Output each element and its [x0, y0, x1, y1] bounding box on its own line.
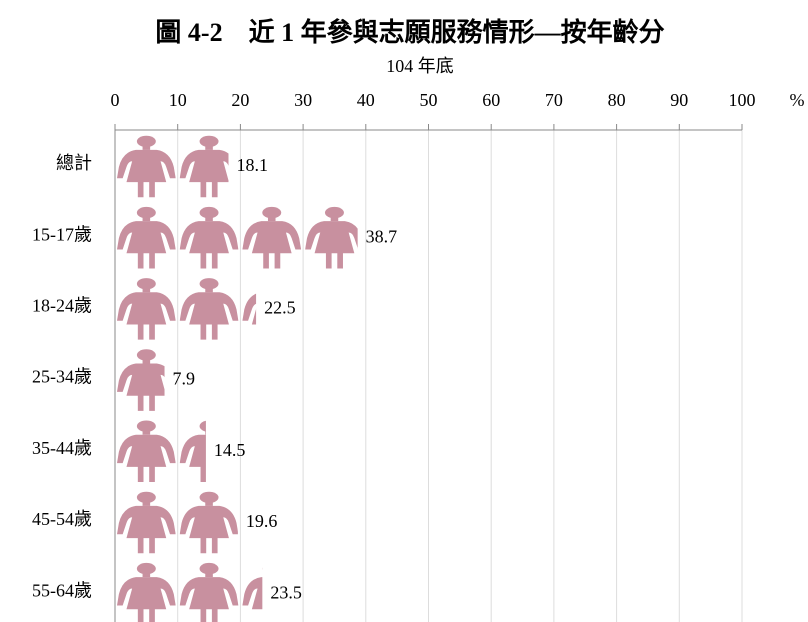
person-icon	[117, 206, 176, 269]
x-tick-label: 30	[294, 90, 312, 110]
x-tick-label: 100	[729, 90, 756, 110]
person-icon	[179, 135, 229, 198]
x-tick-label: 20	[231, 90, 249, 110]
data-label: 7.9	[173, 369, 196, 389]
person-icon	[179, 562, 239, 622]
person-icon	[179, 278, 239, 340]
person-icon	[117, 420, 176, 483]
x-tick-label: 90	[670, 90, 688, 110]
person-icon	[117, 491, 176, 554]
person-icon	[305, 206, 358, 269]
x-tick-label: 80	[608, 90, 626, 110]
pictogram-bar	[117, 349, 165, 411]
y-tick-label: 55-64歲	[32, 580, 92, 600]
x-tick-label: 0	[111, 90, 120, 110]
y-tick-label: 18-24歲	[32, 296, 92, 316]
y-tick-label: 15-17歲	[32, 224, 92, 244]
person-icon	[117, 562, 176, 622]
person-icon	[117, 135, 176, 198]
x-tick-label: 10	[169, 90, 187, 110]
person-icon	[117, 278, 176, 340]
person-icon	[242, 206, 302, 269]
data-label: 22.5	[264, 298, 296, 318]
data-label: 14.5	[214, 440, 246, 460]
y-tick-label: 35-44歲	[32, 438, 92, 458]
data-label: 19.6	[246, 511, 278, 531]
person-icon	[117, 349, 165, 411]
x-tick-label: 40	[357, 90, 375, 110]
chart-title: 圖 4-2 近 1 年參與志願服務情形—按年齡分	[155, 17, 664, 47]
person-icon	[179, 491, 238, 554]
x-tick-label: 60	[482, 90, 500, 110]
x-tick-label: 70	[545, 90, 563, 110]
person-icon	[179, 206, 239, 269]
chart-subtitle: 104 年底	[386, 56, 454, 76]
y-tick-label: 25-34歲	[32, 367, 92, 387]
data-label: 38.7	[366, 226, 398, 246]
x-axis-unit: %	[790, 90, 805, 110]
data-label: 18.1	[236, 155, 268, 175]
x-tick-label: 50	[420, 90, 438, 110]
data-label: 23.5	[270, 582, 302, 602]
y-tick-label: 總計	[56, 153, 92, 173]
y-tick-label: 45-54歲	[32, 509, 92, 529]
